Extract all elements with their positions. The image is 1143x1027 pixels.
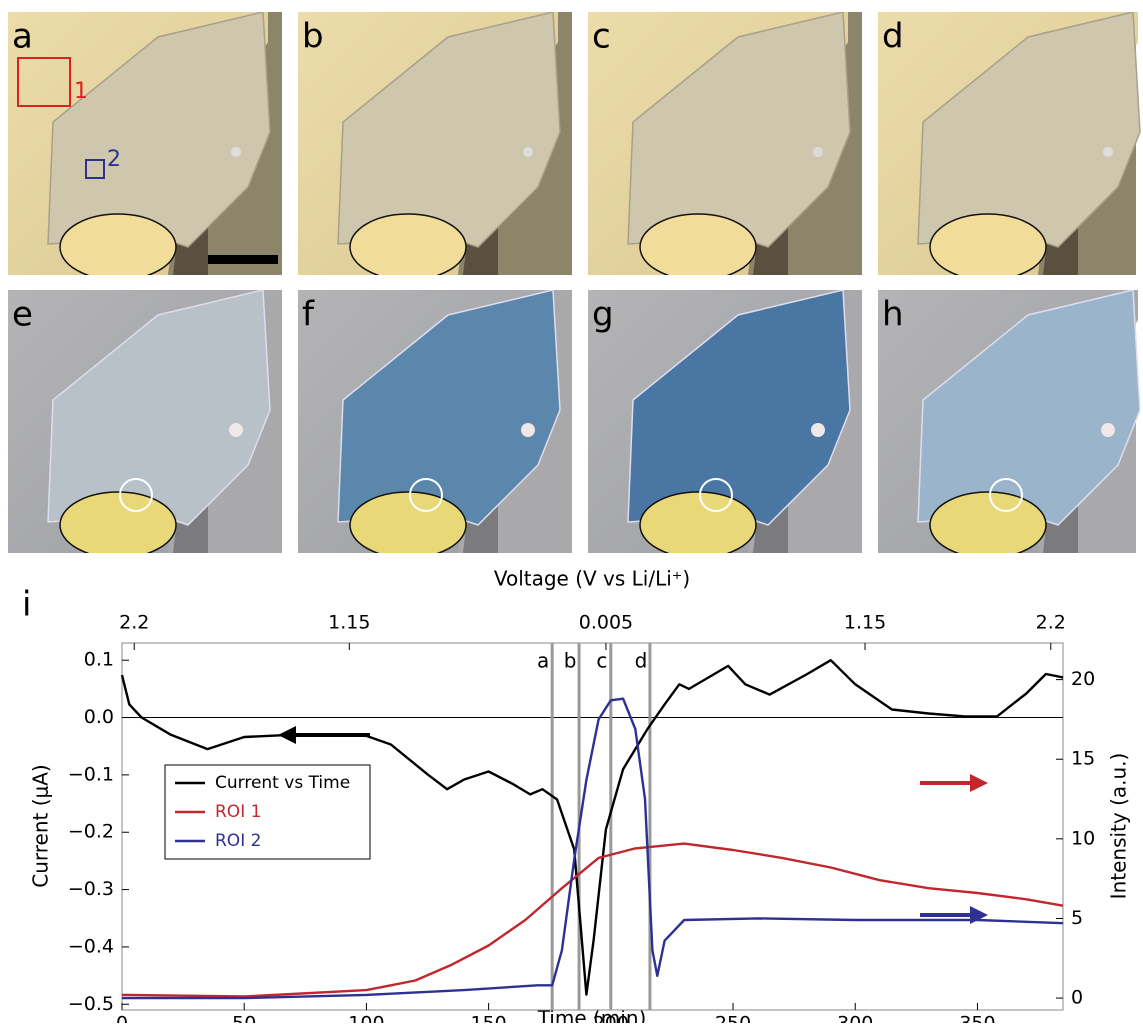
image-panel: d [878,12,1141,275]
y2-tick-label: 20 [1071,668,1095,690]
particle [1103,147,1113,157]
x2-tick-label: 2.2 [119,612,149,634]
droplet [349,491,467,553]
y2-tick-label: 10 [1071,827,1095,849]
image [298,290,572,553]
y-tick-label: −0.2 [68,821,114,843]
x2-tick-label: 2.2 [1036,612,1066,634]
y-tick-label: 0.0 [84,706,114,728]
y2-tick-label: 15 [1071,748,1095,770]
image [588,12,862,275]
x-tick-label: 200 [593,1013,629,1024]
scale-bar [208,255,278,264]
image-panel: f [298,290,572,553]
particle [229,423,243,437]
image-panel: e [8,290,282,553]
roi-box [17,57,71,107]
particle [1101,423,1115,437]
image [878,12,1141,275]
droplet [639,491,757,553]
panel-label: b [302,17,324,57]
image [588,290,862,553]
series-line [122,697,1064,1000]
droplet [349,213,467,275]
panel-label: i [22,585,31,625]
image [8,290,282,553]
y2-tick-label: 0 [1071,987,1083,1009]
panel-label: d [882,17,904,57]
roi-label: 1 [74,79,88,104]
event-label: b [564,649,577,673]
image-panel: a 1 2 [8,12,282,275]
y2-tick-label: 5 [1071,907,1083,929]
event-label: c [596,649,607,673]
image-panel: b [298,12,572,275]
roi-circle [989,478,1023,512]
particle [813,147,823,157]
x2-tick-label: 0.005 [579,612,633,634]
image-panel: g [588,290,862,553]
y-tick-label: −0.5 [68,993,114,1015]
event-label: d [635,649,648,673]
x2-tick-label: 1.15 [844,612,886,634]
roi-label: 2 [107,147,121,172]
y2-axis-label: Intensity (a.u.) [1107,753,1131,900]
particle [811,423,825,437]
legend-label: Current vs Time [215,773,350,793]
series-line [121,842,1064,998]
roi-box [85,159,105,179]
panel-label: f [302,295,315,335]
x-axis-label: Time (min) [537,1006,647,1023]
image-panels: a 1 2 b c d e f g h [8,12,1141,553]
particle [521,423,535,437]
roi-circle [409,478,443,512]
plot: 0501001502002503003502.21.150.0051.152.2… [68,612,1095,1027]
y-tick-label: −0.4 [68,935,114,957]
roi-circle [119,478,153,512]
panel-label: a [12,17,33,57]
droplet [59,213,177,275]
droplet [639,213,757,275]
x-tick-label: 300 [837,1013,873,1024]
plot-frame [121,642,1064,1011]
image [298,12,572,275]
panel-label: h [882,295,904,335]
x2-axis-label: Voltage (V vs Li/Li⁺) [494,567,690,591]
panel-label: e [12,295,33,335]
x-tick-label: 0 [116,1013,128,1024]
legend-label: ROI 1 [215,802,261,822]
roi-circle [699,478,733,512]
x-tick-label: 150 [470,1013,506,1024]
y-tick-label: −0.3 [68,878,114,900]
y-axis-label: Current (μA) [29,764,53,888]
event-label: a [537,649,549,673]
x-tick-label: 250 [715,1013,751,1024]
particle [231,147,241,157]
droplet [59,491,177,553]
image-panel: h [878,290,1141,553]
y-tick-label: 0.1 [84,649,114,671]
y-tick-label: −0.1 [68,763,114,785]
x2-tick-label: 1.15 [328,612,370,634]
x-tick-label: 350 [959,1013,995,1024]
panel-label: c [592,17,611,57]
legend-label: ROI 2 [215,831,261,851]
series-line [120,659,1064,996]
image [878,290,1141,553]
panel-label: g [592,295,614,335]
droplet [929,213,1047,275]
arrows [278,726,988,924]
x-tick-label: 50 [232,1013,256,1024]
particle [523,147,533,157]
image-panel: c [588,12,862,275]
droplet [929,491,1047,553]
image [8,12,282,275]
x-tick-label: 100 [348,1013,384,1024]
